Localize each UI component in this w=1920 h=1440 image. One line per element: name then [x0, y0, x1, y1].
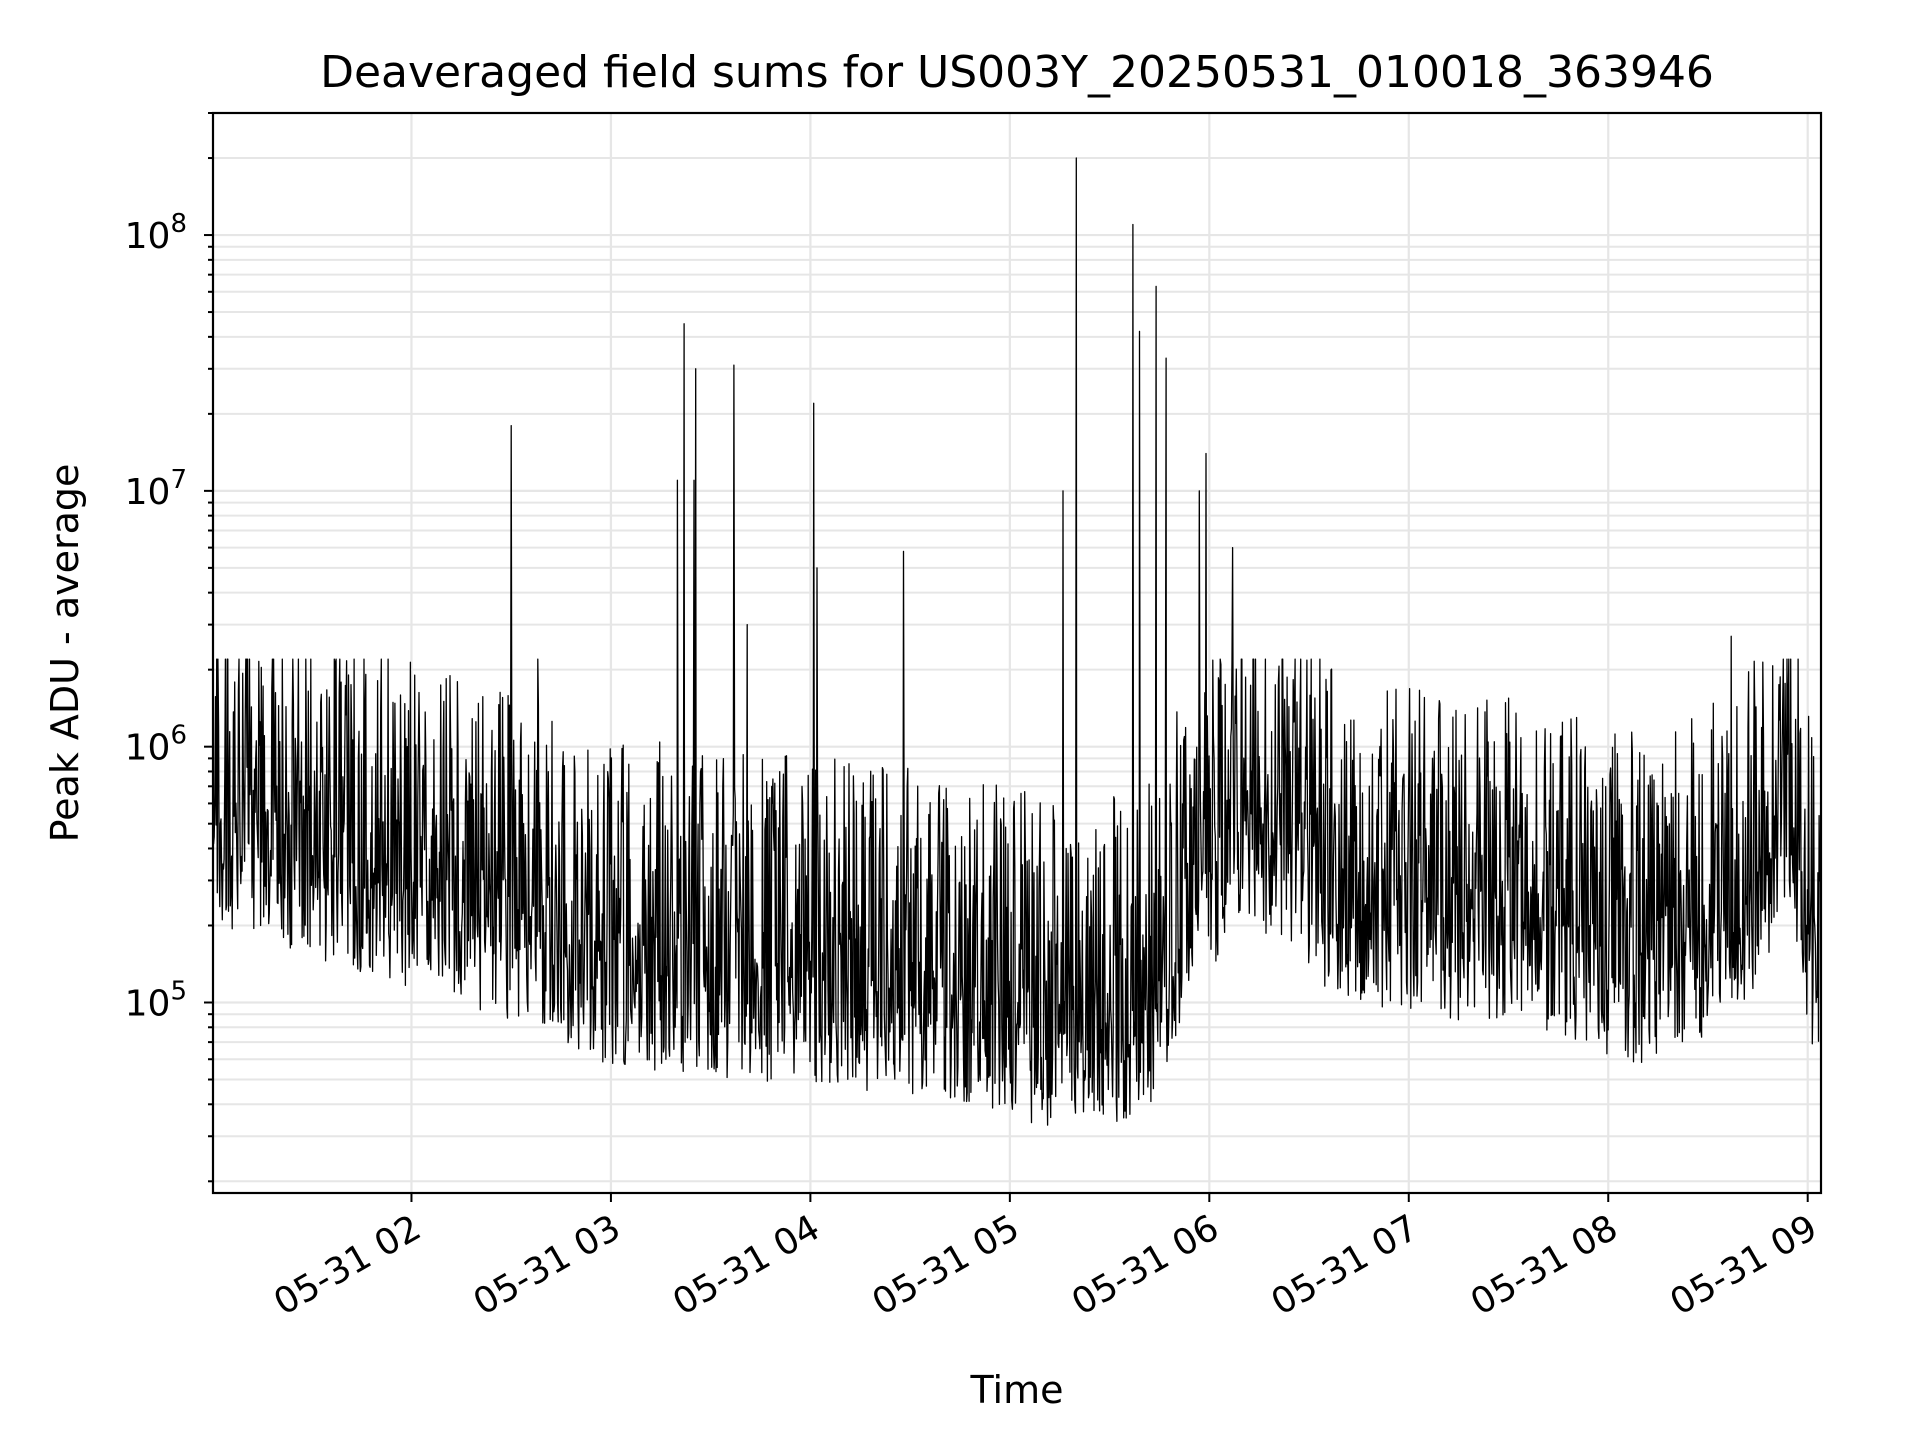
- x-axis-label: Time: [970, 1368, 1064, 1412]
- chart-title: Deaveraged field sums for US003Y_2025053…: [320, 47, 1714, 98]
- y-tick-label: 108: [125, 209, 187, 257]
- y-tick-label: 107: [125, 465, 187, 513]
- series-line: [212, 157, 1822, 1126]
- y-tick-label: 106: [125, 721, 187, 769]
- plot-frame: [211, 111, 1823, 1195]
- y-axis-label: Peak ADU - average: [43, 464, 87, 843]
- y-tick-label: 105: [125, 976, 187, 1024]
- series-layer: [212, 157, 1822, 1126]
